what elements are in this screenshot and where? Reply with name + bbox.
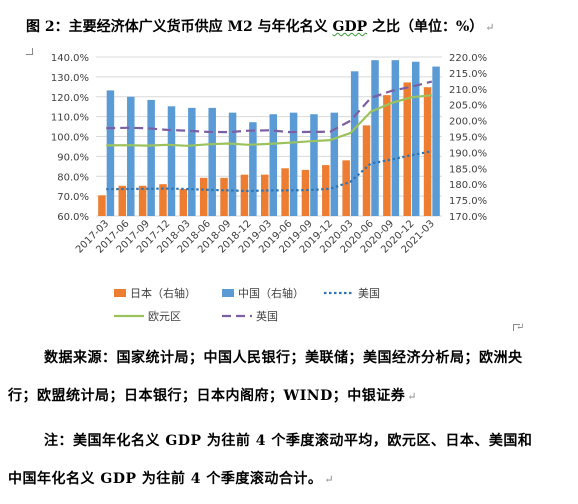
left-axis-ticks: 60.0% 70.0% 80.0% 90.0% 100.0% 110.0% 120.0% 13…	[51, 53, 89, 223]
left-axis-tick-label: 100.0%	[51, 133, 89, 144]
note-line-2-text: 中国年化名义 GDP 为往前 4 个季度滚动合计。	[8, 471, 323, 487]
source-line-2-text: 行；欧盟统计局；日本银行；日本内阁府；WIND；中银证券	[8, 388, 406, 404]
bar	[208, 107, 216, 216]
bar	[188, 107, 196, 216]
right-axis-tick-label: 175.0%	[449, 196, 487, 207]
bar	[138, 185, 147, 216]
bar	[127, 96, 135, 216]
bar	[289, 112, 298, 216]
bar	[301, 169, 310, 216]
category-axis-ticks: 2017-032017-062017-092017-122018-032018-…	[74, 218, 437, 255]
left-axis-tick-label: 80.0%	[57, 172, 89, 183]
bar	[261, 174, 269, 216]
note-line-1: 注：美国年化名义 GDP 为往前 4 个季度滚动平均，欧元区、日本、美国和	[44, 433, 533, 449]
chart-corner-mark	[26, 48, 33, 55]
left-axis-tick-label: 60.0%	[57, 212, 89, 223]
bar	[199, 177, 208, 216]
chart-bars	[98, 60, 440, 217]
bar	[269, 114, 277, 216]
bar	[179, 188, 188, 216]
bar	[98, 195, 106, 216]
right-axis-tick-label: 170.0%	[449, 212, 487, 223]
paragraph-mark-icon: ↵	[485, 21, 495, 34]
title-text-suffix: 之比（单位：%）	[367, 19, 484, 35]
bar	[249, 122, 257, 216]
bar	[330, 112, 339, 216]
right-axis-tick-label: 205.0%	[449, 101, 487, 112]
bar	[167, 106, 176, 216]
source-line-1: 数据来源：国家统计局；中国人民银行；美联储；美国经济分析局；欧洲央	[44, 350, 523, 366]
left-axis-tick-label: 110.0%	[51, 113, 89, 124]
bar	[350, 71, 359, 216]
paragraph-mark-icon: ↵	[324, 473, 335, 486]
bar	[383, 95, 391, 216]
bar	[432, 66, 440, 216]
bar	[147, 99, 155, 216]
bar	[118, 185, 127, 216]
paragraph-mark-icon: ↵	[407, 390, 417, 403]
bar	[228, 112, 237, 216]
bar	[403, 82, 411, 216]
bar	[322, 165, 330, 216]
chart-lines	[106, 80, 433, 193]
legend-label: 日本（右轴）	[130, 286, 196, 300]
right-axis-tick-label: 215.0%	[449, 69, 487, 80]
left-axis-tick-label: 130.0%	[51, 73, 89, 84]
bar	[220, 177, 228, 216]
series-line	[106, 94, 432, 147]
legend-label: 美国	[358, 287, 380, 300]
title-text-prefix: 图 2：主要经济体广义货币供应 M2 与年化名义	[26, 19, 333, 35]
source-line-2: 行；欧盟统计局；日本银行；日本内阁府；WIND；中银证券 ↵	[8, 385, 417, 405]
title-text-gdp: GDP	[332, 19, 368, 35]
bar	[310, 114, 318, 216]
m2-gdp-ratio-chart: 60.0% 70.0% 80.0% 90.0% 100.0% 110.0% 120.0% 13…	[51, 53, 487, 323]
left-axis-tick-label: 90.0%	[57, 152, 89, 163]
right-axis-tick-label: 185.0%	[449, 164, 487, 175]
right-axis-tick-label: 180.0%	[449, 180, 487, 191]
left-axis-tick-label: 140.0%	[51, 53, 89, 64]
note-line-2: 中国年化名义 GDP 为往前 4 个季度滚动合计。 ↵	[8, 468, 334, 488]
figure-title: 图 2：主要经济体广义货币供应 M2 与年化名义 GDP 之比（单位：%） ↵	[26, 16, 495, 36]
legend-label: 欧元区	[148, 310, 181, 323]
chart-corner-mark	[513, 324, 520, 331]
series-line	[106, 80, 433, 134]
left-axis-tick-label: 120.0%	[51, 93, 89, 104]
series-line	[106, 150, 433, 193]
bar	[281, 168, 289, 216]
bar	[240, 174, 249, 216]
right-axis-tick-label: 210.0%	[449, 85, 487, 96]
legend-swatch	[114, 289, 126, 297]
right-axis-ticks: 170.0% 175.0% 180.0% 185.0% 190.0% 195.0% 200.…	[449, 53, 487, 223]
bar	[391, 60, 400, 217]
right-axis-tick-label: 190.0%	[449, 148, 487, 159]
bar	[159, 184, 167, 216]
paragraph-mark-icon: ↵	[516, 322, 525, 333]
right-axis-tick-label: 200.0%	[449, 117, 487, 128]
bar	[371, 60, 379, 217]
bar	[362, 125, 371, 216]
left-axis-tick-label: 70.0%	[57, 192, 89, 203]
bar	[342, 160, 350, 216]
legend-swatch	[222, 289, 234, 297]
right-axis-tick-label: 220.0%	[449, 53, 487, 64]
bar	[106, 90, 115, 216]
bar	[411, 61, 420, 216]
legend-label: 英国	[256, 309, 278, 323]
legend-label: 中国（右轴）	[238, 286, 304, 300]
right-axis-tick-label: 195.0%	[449, 133, 487, 144]
